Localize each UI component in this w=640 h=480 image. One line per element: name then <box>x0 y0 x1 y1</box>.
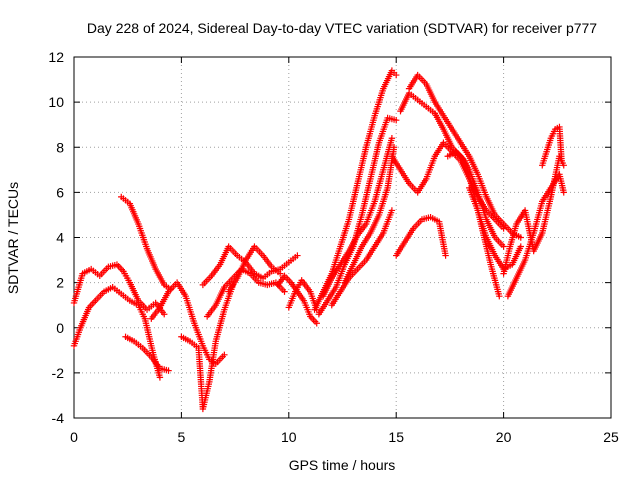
y-tick-label: 4 <box>56 230 64 246</box>
data-point <box>156 374 164 381</box>
data-point <box>442 252 449 259</box>
x-tick-label: 10 <box>281 429 297 445</box>
data-point <box>388 135 396 142</box>
data-point <box>313 320 320 327</box>
y-tick-label: 10 <box>48 94 64 110</box>
series-track <box>203 265 288 320</box>
data-layer <box>70 67 567 413</box>
y-tick-label: 8 <box>56 139 64 155</box>
y-tick-label: -4 <box>52 410 65 426</box>
series-track <box>466 184 524 273</box>
x-tick-label: 15 <box>388 429 404 445</box>
y-tick-label: 12 <box>48 49 64 65</box>
series-track <box>225 243 284 295</box>
y-tick-label: 6 <box>56 184 64 200</box>
data-point <box>281 288 288 295</box>
y-tick-label: 2 <box>56 275 64 291</box>
data-point <box>517 243 524 250</box>
tick-layer: 0 5 10 15 20 25 -4 -2 0 2 4 6 8 10 12 <box>48 49 619 445</box>
data-point <box>161 311 168 318</box>
data-point <box>393 116 400 124</box>
series-track <box>539 123 565 169</box>
data-point <box>388 207 396 214</box>
series-track <box>122 333 172 374</box>
series-track <box>504 171 567 300</box>
data-point <box>294 252 301 259</box>
x-tick-label: 25 <box>603 429 619 445</box>
x-tick-label: 20 <box>496 429 512 445</box>
data-point <box>393 71 400 79</box>
series-track <box>118 193 174 293</box>
chart-title: Day 228 of 2024, Sidereal Day-to-day VTE… <box>87 20 597 36</box>
data-point <box>560 162 567 169</box>
x-tick-label: 0 <box>70 429 78 445</box>
data-point <box>558 157 565 164</box>
data-point <box>560 189 567 196</box>
series-track <box>319 135 396 300</box>
x-tick-label: 5 <box>178 429 186 445</box>
data-point <box>390 144 398 151</box>
series-track <box>70 283 164 381</box>
y-axis-label: SDTVAR / TECUs <box>5 182 21 294</box>
data-point <box>517 234 524 241</box>
series-track <box>444 148 503 300</box>
data-point <box>221 351 228 359</box>
data-point <box>165 367 172 374</box>
series-track <box>500 153 567 277</box>
series-track <box>341 144 398 286</box>
data-point <box>500 243 507 250</box>
y-tick-label: 0 <box>56 320 64 336</box>
series-track <box>148 279 228 368</box>
x-axis-label: GPS time / hours <box>289 457 396 473</box>
series-track <box>393 213 449 259</box>
series-track <box>178 281 237 413</box>
data-point <box>277 270 284 277</box>
data-point <box>496 292 503 300</box>
series-track <box>70 261 168 318</box>
y-tick-label: -2 <box>52 365 65 381</box>
series-track <box>405 71 524 241</box>
